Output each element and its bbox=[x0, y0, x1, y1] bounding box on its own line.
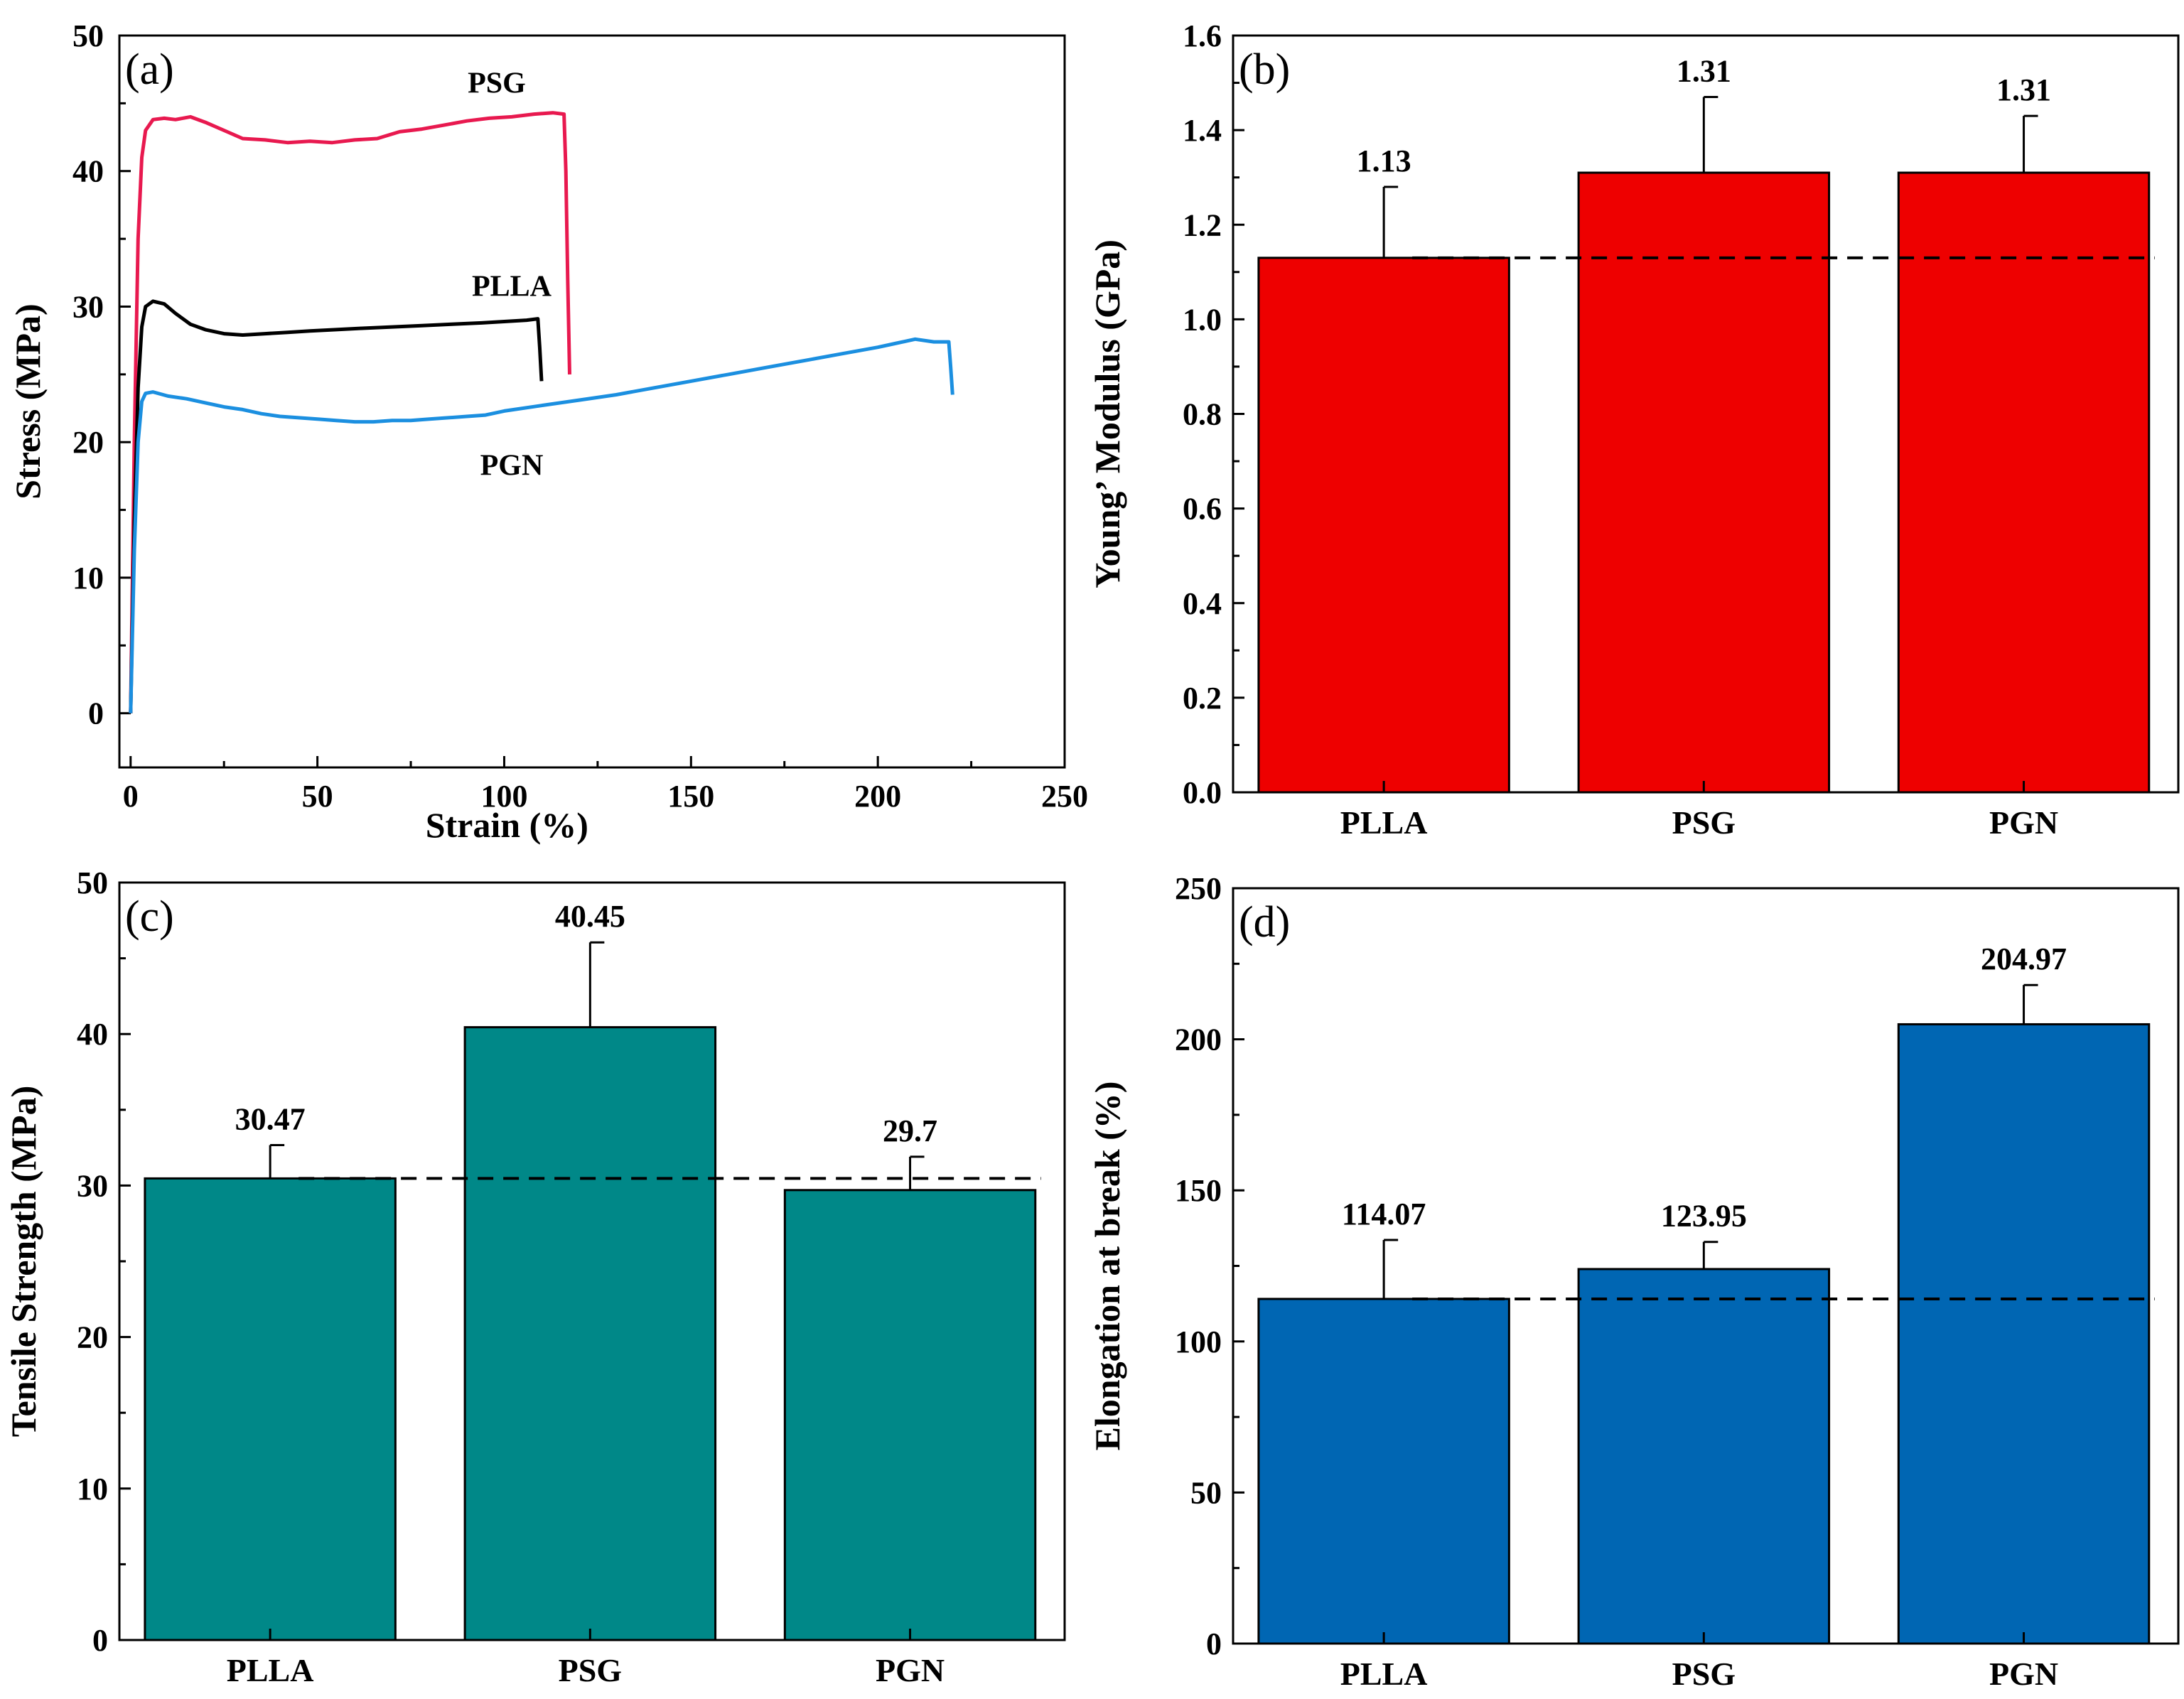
x-tick-label-plla: PLLA bbox=[1340, 1656, 1428, 1692]
bar-plla bbox=[144, 1177, 397, 1641]
bar-psg bbox=[1577, 171, 1831, 794]
y-tick-label-c: 50 bbox=[77, 865, 108, 900]
bar-psg bbox=[463, 1026, 717, 1641]
x-tick-label-a: 200 bbox=[854, 779, 901, 814]
y-tick-label-c: 40 bbox=[77, 1017, 108, 1052]
y-tick-label-c: 10 bbox=[77, 1472, 108, 1506]
bar-psg bbox=[1577, 1268, 1831, 1645]
chart-panel-b: 0.0 0.2 0.4 0.6 0.8 1.0 1.2 1.4 1.6 Young’ Modulu… bbox=[1087, 18, 2180, 841]
data-label-plla: 30.47 bbox=[235, 1101, 306, 1136]
y-tick-label-b: 0.0 bbox=[1183, 775, 1222, 810]
y-tick-label-b: 1.4 bbox=[1183, 113, 1222, 148]
y-tick-label-b: 0.4 bbox=[1183, 586, 1222, 621]
data-label-psg: 40.45 bbox=[555, 899, 625, 934]
data-label-pgn: 1.31 bbox=[1996, 72, 2051, 107]
y-tick-label-d: 50 bbox=[1190, 1475, 1222, 1510]
bar-pgn bbox=[783, 1189, 1037, 1641]
y-axis-title-d: Elongation at break (%) bbox=[1087, 1082, 1127, 1451]
y-tick-label-b: 1.2 bbox=[1183, 207, 1222, 242]
data-label-plla: 114.07 bbox=[1342, 1197, 1426, 1231]
x-tick-label-psg: PSG bbox=[559, 1652, 622, 1688]
data-label-psg: 123.95 bbox=[1661, 1199, 1747, 1234]
series-line-psg bbox=[129, 111, 571, 713]
bar-pgn bbox=[1897, 171, 2151, 794]
y-tick-label-a: 20 bbox=[72, 425, 104, 460]
series-line-pgn bbox=[129, 337, 954, 713]
series-line-plla bbox=[129, 299, 544, 713]
x-tick-label-plla: PLLA bbox=[227, 1652, 314, 1688]
y-tick-label-b: 0.2 bbox=[1183, 681, 1222, 716]
y-tick-label-a: 10 bbox=[72, 561, 104, 595]
data-label-pgn: 29.7 bbox=[883, 1113, 937, 1148]
panel-label-b: (b) bbox=[1239, 45, 1290, 94]
x-tick-label-pgn: PGN bbox=[1989, 1656, 2058, 1692]
x-tick-label-a: 150 bbox=[667, 779, 714, 814]
y-tick-label-c: 20 bbox=[77, 1320, 108, 1355]
x-axis-title-a: Strain (%) bbox=[426, 805, 588, 845]
y-tick-label-c: 30 bbox=[77, 1168, 108, 1203]
x-tick-label-a: 250 bbox=[1041, 779, 1088, 814]
x-tick-label-pgn: PGN bbox=[1989, 804, 2058, 841]
panel-label-c: (c) bbox=[125, 892, 174, 941]
x-tick-label-pgn: PGN bbox=[876, 1652, 945, 1688]
y-tick-label-d: 200 bbox=[1175, 1023, 1222, 1057]
data-label-pgn: 204.97 bbox=[1981, 942, 2067, 976]
chart-panel-d: 0 50 100 150 200 250 Elongation at break (%) 11… bbox=[1087, 871, 2180, 1692]
series-label-pgn: PGN bbox=[480, 449, 544, 482]
x-tick-label-a: 100 bbox=[480, 779, 527, 814]
data-label-psg: 1.31 bbox=[1677, 54, 1731, 89]
y-tick-label-d: 250 bbox=[1175, 871, 1222, 906]
x-tick-label-a: 0 bbox=[123, 779, 139, 814]
y-tick-label-b: 0.6 bbox=[1183, 492, 1222, 527]
x-tick-label-a: 50 bbox=[302, 779, 333, 814]
panel-label-a: (a) bbox=[125, 45, 174, 94]
plot-frame-a bbox=[118, 34, 1066, 769]
y-tick-label-b: 1.6 bbox=[1183, 18, 1222, 53]
y-axis-title-c: Tensile Strength (MPa) bbox=[4, 1086, 43, 1437]
series-label-psg: PSG bbox=[468, 68, 526, 100]
chart-panel-c: 0 10 20 30 40 50 Tensile Strength (MPa) 30.47 PL… bbox=[4, 865, 1066, 1688]
x-tick-label-psg: PSG bbox=[1672, 804, 1736, 841]
series-label-plla: PLLA bbox=[472, 271, 552, 303]
panel-label-d: (d) bbox=[1239, 898, 1290, 946]
y-tick-label-b: 1.0 bbox=[1183, 302, 1222, 337]
data-label-plla: 1.13 bbox=[1357, 144, 1411, 178]
y-tick-label-a: 50 bbox=[72, 18, 104, 53]
y-tick-label-d: 150 bbox=[1175, 1173, 1222, 1208]
y-tick-label-b: 0.8 bbox=[1183, 397, 1222, 432]
y-tick-label-a: 0 bbox=[88, 696, 104, 731]
bar-plla bbox=[1257, 257, 1510, 794]
y-axis-title-a: Stress (MPa) bbox=[8, 303, 48, 499]
y-tick-label-a: 30 bbox=[72, 289, 104, 324]
chart-panel-a: 0 50 100 150 200 250 0 10 20 30 40 50 Strain (%) Stre… bbox=[8, 18, 1088, 845]
x-tick-label-psg: PSG bbox=[1672, 1656, 1736, 1692]
bar-plla bbox=[1257, 1298, 1510, 1645]
bar-pgn bbox=[1897, 1023, 2151, 1645]
x-tick-label-plla: PLLA bbox=[1340, 804, 1428, 841]
y-tick-label-d: 0 bbox=[1206, 1627, 1222, 1661]
y-tick-label-a: 40 bbox=[72, 154, 104, 189]
y-tick-label-d: 100 bbox=[1175, 1325, 1222, 1359]
y-tick-label-c: 0 bbox=[92, 1623, 108, 1658]
y-axis-title-b: Young’ Modulus (GPa) bbox=[1087, 239, 1127, 588]
